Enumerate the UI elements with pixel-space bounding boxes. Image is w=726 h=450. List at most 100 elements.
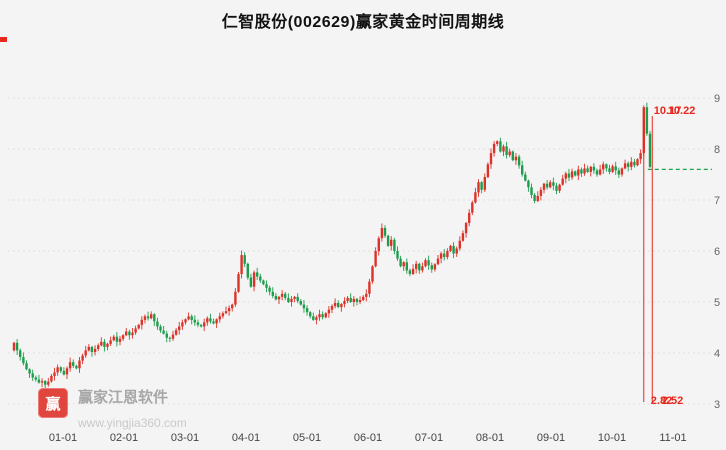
candle-body xyxy=(280,293,284,297)
candles xyxy=(12,102,652,388)
candle-body xyxy=(162,330,165,334)
candle-body xyxy=(483,177,486,190)
x-tick-label: 08-01 xyxy=(476,432,504,444)
candle-body xyxy=(524,174,527,181)
candle-body xyxy=(296,296,299,301)
candle-body xyxy=(468,212,471,223)
candle-body xyxy=(486,164,490,178)
candle-body xyxy=(415,263,418,269)
candle-body xyxy=(37,379,41,383)
candle-body xyxy=(100,341,103,346)
candle-body xyxy=(549,182,552,188)
candle-body xyxy=(530,187,533,195)
candle-body xyxy=(371,266,374,282)
candle-body xyxy=(499,141,502,152)
x-tick-label: 02-01 xyxy=(110,432,138,444)
y-tick-label: 8 xyxy=(714,144,720,156)
candle-body xyxy=(393,239,396,251)
candle-body xyxy=(427,260,430,266)
candle-body xyxy=(53,372,56,376)
candle-body xyxy=(121,335,125,339)
candle-body xyxy=(368,281,371,294)
candle-body xyxy=(620,168,624,175)
candle-body xyxy=(50,375,53,382)
candle-body xyxy=(598,169,602,175)
candle-body xyxy=(290,298,293,302)
candle-body xyxy=(243,255,246,264)
candle-body xyxy=(34,377,37,380)
candle-body xyxy=(517,156,521,166)
candle-body xyxy=(337,303,340,308)
candle-body xyxy=(558,184,561,191)
x-tick-label: 04-01 xyxy=(232,432,260,444)
candle-body xyxy=(577,169,580,176)
candle-body xyxy=(237,274,240,292)
candle-body xyxy=(231,304,234,309)
candle-body xyxy=(150,314,153,319)
candle-body xyxy=(583,168,586,174)
candle-body xyxy=(608,168,611,172)
candle-body xyxy=(633,161,636,166)
candle-body xyxy=(349,297,352,302)
candle-body xyxy=(602,164,605,170)
candle-body xyxy=(589,166,592,172)
candle-body xyxy=(574,171,577,176)
candle-body xyxy=(627,163,630,167)
x-tick-label: 10-01 xyxy=(598,432,626,444)
candle-body xyxy=(190,316,193,320)
y-tick-label: 6 xyxy=(714,246,720,258)
candle-body xyxy=(274,295,278,300)
candle-body xyxy=(184,319,187,323)
candle-body xyxy=(81,355,84,361)
candle-body xyxy=(252,272,256,287)
candle-body xyxy=(302,304,306,309)
candle-body xyxy=(340,304,343,308)
candle-body xyxy=(187,316,190,320)
candle-body xyxy=(511,151,514,161)
candle-body xyxy=(471,202,474,213)
candle-body xyxy=(623,163,627,169)
candle-body xyxy=(570,171,574,178)
candle-body xyxy=(59,367,62,371)
candle-body xyxy=(165,333,168,338)
candle-body xyxy=(212,321,215,324)
candle-body xyxy=(146,316,150,319)
candle-body xyxy=(595,170,599,175)
candle-body xyxy=(156,321,159,327)
candle-body xyxy=(12,342,16,351)
candle-body xyxy=(181,322,184,327)
candle-body xyxy=(386,235,390,246)
candle-body xyxy=(424,260,427,267)
candle-body xyxy=(68,362,72,369)
x-axis-labels: 01-01 02-01 03-01 04-01 05-01 06-01 07-01 08-01… xyxy=(49,432,687,444)
candle-body xyxy=(193,319,196,323)
candle-body xyxy=(209,318,212,322)
candle-body xyxy=(271,291,274,296)
candle-body xyxy=(206,318,209,323)
candle-body xyxy=(521,165,524,175)
candle-body xyxy=(514,156,518,161)
candle-body xyxy=(645,107,649,134)
x-tick-label: 07-01 xyxy=(415,432,443,444)
candle-body xyxy=(567,173,571,178)
candle-body xyxy=(143,316,147,320)
candle-body xyxy=(399,258,402,267)
candle-body xyxy=(40,381,44,383)
candle-body xyxy=(22,357,25,364)
candle-body xyxy=(284,293,287,298)
candle-body xyxy=(489,153,493,165)
candle-body xyxy=(561,178,564,185)
candle-body xyxy=(383,228,387,236)
candle-body xyxy=(433,264,437,270)
candle-body xyxy=(196,322,200,325)
cycle-date-label: 10.22 xyxy=(668,105,696,117)
candle-body xyxy=(477,182,480,193)
candle-body xyxy=(346,297,349,301)
candle-body xyxy=(352,298,355,302)
candle-body xyxy=(648,133,652,167)
candle-body xyxy=(268,287,271,292)
candle-body xyxy=(639,153,642,160)
candle-body xyxy=(502,146,505,152)
candle-body xyxy=(343,301,346,305)
